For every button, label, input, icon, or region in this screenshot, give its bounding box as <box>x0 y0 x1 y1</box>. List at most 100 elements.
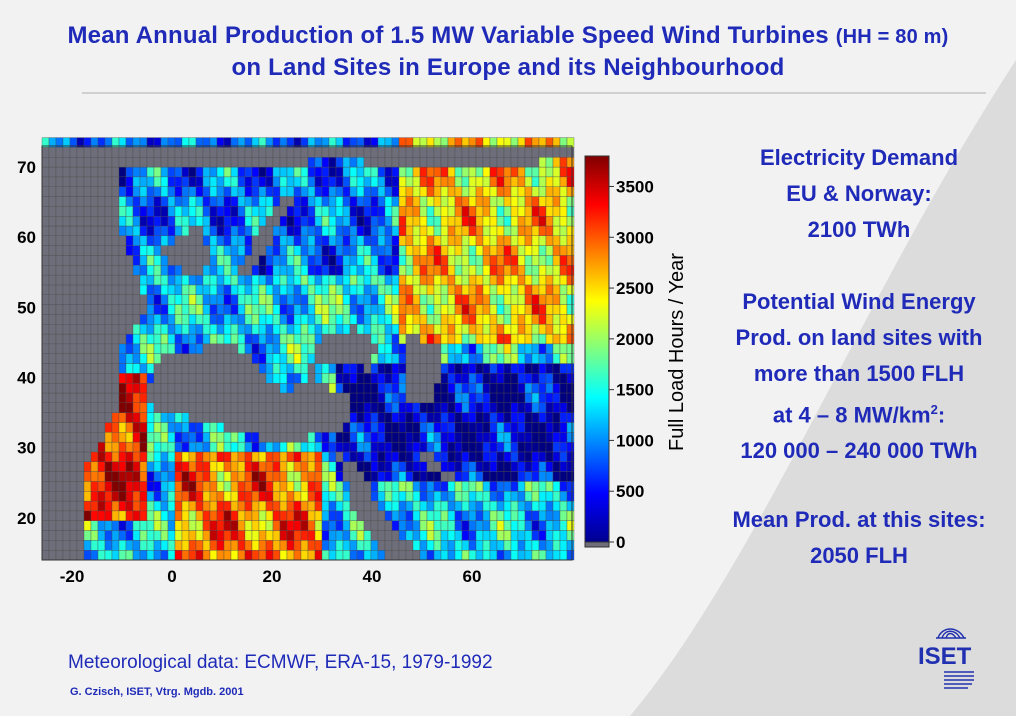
heatmap-cell <box>237 471 246 482</box>
heatmap-cell <box>538 206 547 217</box>
heatmap-cell <box>293 215 302 227</box>
heatmap-cell <box>482 392 491 403</box>
heatmap-cell <box>258 265 267 276</box>
heatmap-cell <box>412 333 421 345</box>
heatmap-cell <box>83 176 92 187</box>
heatmap-cell <box>461 225 470 236</box>
heatmap-cell <box>146 274 155 286</box>
heatmap-cell <box>202 196 211 207</box>
heatmap-cell <box>251 265 260 276</box>
heatmap-cell <box>496 530 505 541</box>
heatmap-cell <box>272 540 281 551</box>
heatmap-cell <box>76 481 85 492</box>
heatmap-cell <box>433 294 442 305</box>
heatmap-cell <box>370 314 379 325</box>
heatmap-cell <box>97 333 106 345</box>
heatmap-cell <box>545 343 554 354</box>
heatmap-cell <box>489 186 498 197</box>
heatmap-cell <box>174 157 183 168</box>
heatmap-cell <box>335 382 344 394</box>
heatmap-cell <box>349 225 358 236</box>
heatmap-cell <box>188 550 197 561</box>
heatmap-cell <box>454 392 463 403</box>
heatmap-cell <box>286 215 295 227</box>
heatmap-cell <box>454 432 463 443</box>
heatmap-cell <box>503 265 512 276</box>
heatmap-cell <box>55 196 64 207</box>
heatmap-cell <box>244 451 253 462</box>
heatmap-cell <box>111 550 120 561</box>
heatmap-cell <box>314 343 323 354</box>
heatmap-cell <box>300 373 309 384</box>
heatmap-cell <box>510 343 519 354</box>
heatmap-cell <box>482 176 491 187</box>
heatmap-cell <box>188 176 197 187</box>
heatmap-cell <box>286 324 295 335</box>
heatmap-cell <box>230 215 239 227</box>
heatmap-cell <box>377 245 386 256</box>
heatmap-cell <box>503 304 512 315</box>
heatmap-cell <box>370 284 379 295</box>
y-tick-label: 70 <box>17 158 36 177</box>
heatmap-cell <box>503 235 512 246</box>
heatmap-cell <box>293 176 302 187</box>
heatmap-cell <box>188 343 197 354</box>
heatmap-cell <box>251 176 260 187</box>
heatmap-cell <box>321 147 330 158</box>
heatmap-cell <box>83 324 92 335</box>
heatmap-cell <box>433 255 442 266</box>
heatmap-cell <box>181 520 190 531</box>
heatmap-cell <box>398 540 407 551</box>
heatmap-cell <box>482 550 491 561</box>
heatmap-cell <box>510 392 519 403</box>
heatmap-cell <box>111 461 120 472</box>
heatmap-cell <box>531 176 540 187</box>
heatmap-cell <box>69 491 78 502</box>
heatmap-cell <box>139 500 148 512</box>
heatmap-cell <box>517 510 526 521</box>
heatmap-cell <box>174 235 183 246</box>
heatmap-cell <box>216 550 225 561</box>
heatmap-cell <box>167 510 176 521</box>
heatmap-cell <box>461 481 470 492</box>
heatmap-cell <box>531 402 540 413</box>
heatmap-cell <box>419 255 428 266</box>
heatmap-cell <box>559 530 568 541</box>
heatmap-cell <box>559 363 568 374</box>
heatmap-cell <box>146 392 155 403</box>
heatmap-cell <box>104 235 113 246</box>
heatmap-cell <box>76 274 85 286</box>
heatmap-cell <box>510 481 519 492</box>
heatmap-cell <box>440 206 449 217</box>
heatmap-cell <box>286 284 295 295</box>
heatmap-cell <box>482 540 491 551</box>
heatmap-cell <box>272 274 281 286</box>
heatmap-cell <box>307 186 316 197</box>
heatmap-cell <box>426 363 435 374</box>
heatmap-cell <box>69 382 78 394</box>
heatmap-cell <box>419 510 428 521</box>
heatmap-cell <box>468 294 477 305</box>
heatmap-cell <box>314 402 323 413</box>
heatmap-cell <box>300 333 309 345</box>
heatmap-cell <box>188 471 197 482</box>
heatmap-cell <box>545 353 554 364</box>
heatmap-cell <box>111 373 120 384</box>
heatmap-cell <box>76 157 85 168</box>
heatmap-cell <box>195 491 204 502</box>
heatmap-cell <box>384 520 393 531</box>
heatmap-cell <box>559 324 568 335</box>
heatmap-cell <box>90 520 99 531</box>
heatmap-cell <box>230 255 239 266</box>
heatmap-cell <box>293 382 302 394</box>
heatmap-cell <box>307 166 316 178</box>
heatmap-cell <box>118 373 127 384</box>
heatmap-cell <box>447 215 456 227</box>
heatmap-cell <box>174 353 183 364</box>
heatmap-cell <box>566 441 575 453</box>
heatmap-cell <box>146 432 155 443</box>
heatmap-cell <box>538 196 547 207</box>
heatmap-cell <box>503 215 512 227</box>
heatmap-cell <box>265 441 274 453</box>
heatmap-cell <box>356 265 365 276</box>
